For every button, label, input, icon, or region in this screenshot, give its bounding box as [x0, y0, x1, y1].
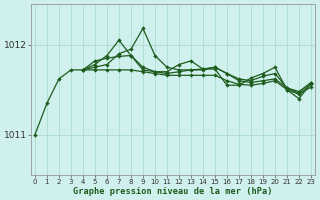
X-axis label: Graphe pression niveau de la mer (hPa): Graphe pression niveau de la mer (hPa) [73, 187, 273, 196]
